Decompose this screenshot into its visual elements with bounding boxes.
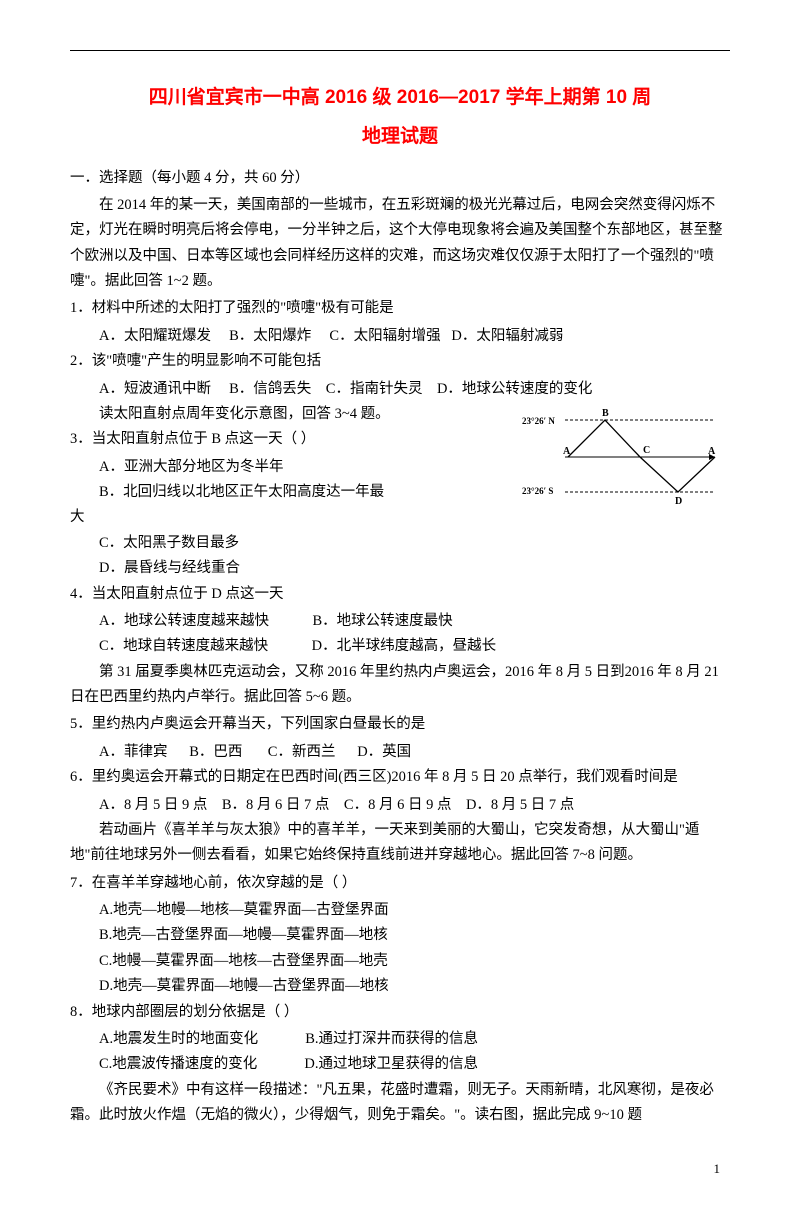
q8-opts-ab: A.地震发生时的地面变化 B.通过打深井而获得的信息	[70, 1027, 730, 1052]
pt-b: B	[602, 408, 609, 419]
q6-options: A．8 月 5 日 9 点 B．8 月 6 日 7 点 C．8 月 6 日 9 …	[70, 793, 730, 818]
top-rule	[70, 50, 730, 51]
question-1: 1．材料中所述的太阳打了强烈的"喷嚏"极有可能是	[70, 296, 730, 321]
diagram-label-n: 23°26′ N	[522, 416, 555, 426]
q3-opt-b: B．北回归线以北地区正午太阳高度达一年最	[70, 480, 480, 505]
question-8: 8．地球内部圈层的划分依据是（ ）	[70, 1000, 730, 1025]
q3-opt-a: A．亚洲大部分地区为冬半年	[70, 455, 480, 480]
page-title-line2: 地理试题	[70, 120, 730, 153]
q7-opt-b: B.地壳—古登堡界面—地幔—莫霍界面—地核	[70, 923, 730, 948]
q7-opt-d: D.地壳—莫霍界面—地幔—古登堡界面—地核	[70, 974, 730, 999]
intro-5: 《齐民要术》中有这样一段描述："凡五果，花盛时遭霜，则无子。天雨新晴，北风寒彻，…	[70, 1078, 730, 1129]
intro-3: 第 31 届夏季奥林匹克运动会，又称 2016 年里约热内卢奥运会，2016 年…	[70, 660, 730, 711]
q3-opt-c: C．太阳黑子数目最多	[70, 531, 730, 556]
pt-c: C	[643, 445, 650, 456]
intro-1: 在 2014 年的某一天，美国南部的一些城市，在五彩斑斓的极光光幕过后，电网会突…	[70, 193, 730, 295]
path-line	[568, 420, 715, 492]
question-4: 4．当太阳直射点位于 D 点这一天	[70, 582, 730, 607]
q1-options: A．太阳耀斑爆发 B．太阳爆炸 C．太阳辐射增强 D．太阳辐射减弱	[70, 324, 730, 349]
question-3: 3．当太阳直射点位于 B 点这一天（ ）	[70, 427, 480, 452]
page-title-line1: 四川省宜宾市一中高 2016 级 2016—2017 学年上期第 10 周	[70, 81, 730, 114]
q7-opt-a: A.地壳—地幔—地核—莫霍界面—古登堡界面	[70, 898, 730, 923]
question-2: 2．该"喷嚏"产生的明显影响不可能包括	[70, 349, 730, 374]
intro-4: 若动画片《喜羊羊与灰太狼》中的喜羊羊，一天来到美丽的大蜀山，它突发奇想，从大蜀山…	[70, 818, 730, 869]
section-header: 一．选择题（每小题 4 分，共 60 分）	[70, 166, 730, 191]
q5-options: A．菲律宾 B．巴西 C．新西兰 D．英国	[70, 740, 730, 765]
q4-opts-ab: A．地球公转速度越来越快 B．地球公转速度最快	[70, 609, 730, 634]
q3-q4-block: 23°26′ N 23°26′ S A B C D A 读太阳直射点周年变化示意…	[70, 402, 730, 582]
q2-options: A．短波通讯中断 B．信鸽丢失 C．指南针失灵 D．地球公转速度的变化	[70, 377, 730, 402]
diagram-label-s: 23°26′ S	[522, 486, 553, 496]
q8-opts-cd: C.地震波传播速度的变化 D.通过地球卫星获得的信息	[70, 1052, 730, 1077]
pt-a1: A	[563, 446, 571, 457]
q7-opt-c: C.地幔—莫霍界面—地核—古登堡界面—地壳	[70, 949, 730, 974]
pt-d: D	[675, 496, 682, 507]
question-5: 5．里约热内卢奥运会开幕当天，下列国家白昼最长的是	[70, 712, 730, 737]
q4-opts-cd: C．地球自转速度越来越快 D．北半球纬度越高，昼越长	[70, 634, 730, 659]
question-7: 7．在喜羊羊穿越地心前，依次穿越的是（ ）	[70, 871, 730, 896]
question-6: 6．里约奥运会开幕式的日期定在巴西时间(西三区)2016 年 8 月 5 日 2…	[70, 765, 730, 790]
q3-opt-d: D．晨昏线与经线重合	[70, 556, 730, 581]
page-number: 1	[70, 1158, 730, 1181]
solar-declination-diagram: 23°26′ N 23°26′ S A B C D A	[520, 402, 720, 512]
